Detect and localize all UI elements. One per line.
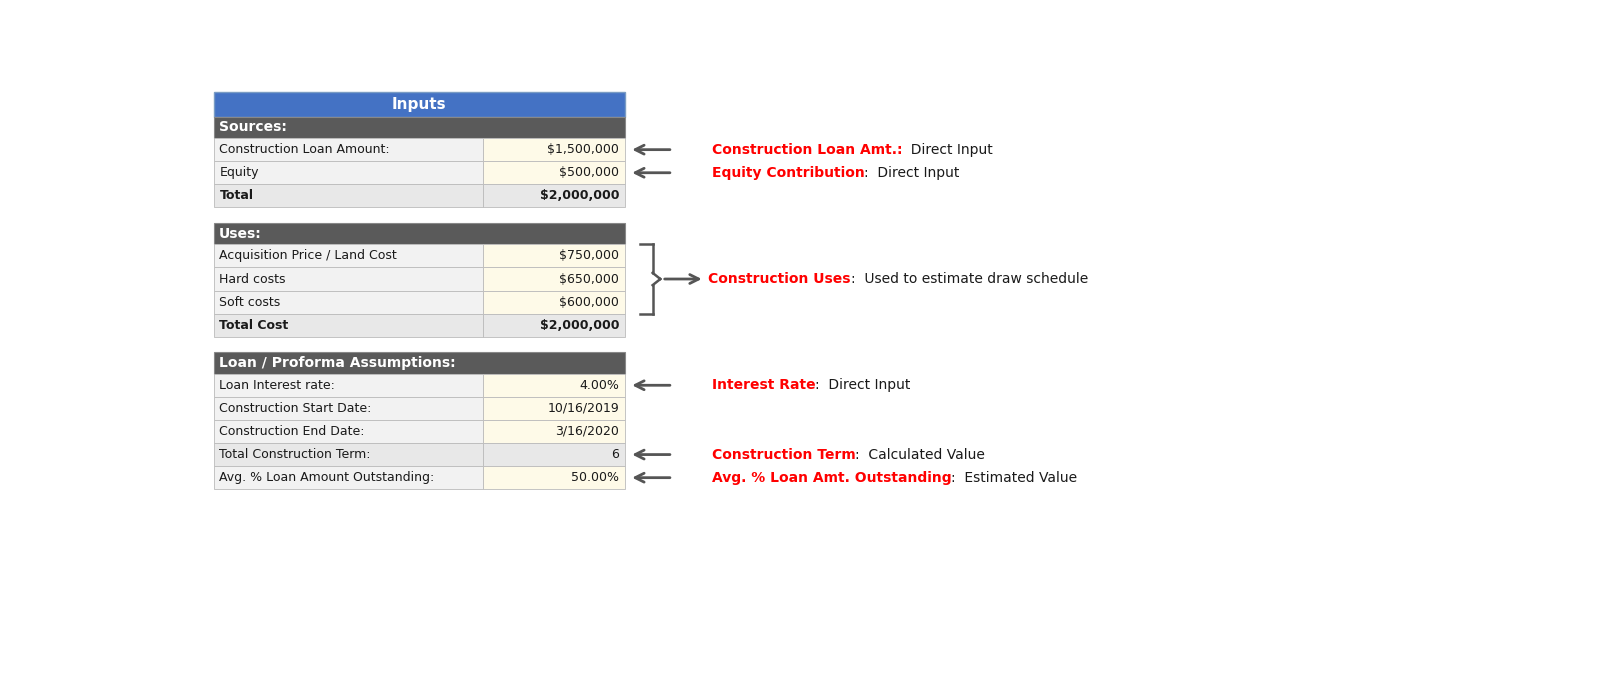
Text: Direct Input: Direct Input bbox=[902, 143, 992, 157]
Bar bbox=[214, 466, 483, 489]
Text: 10/16/2019: 10/16/2019 bbox=[547, 402, 619, 415]
Text: 50.00%: 50.00% bbox=[571, 471, 619, 484]
Text: Total Cost: Total Cost bbox=[219, 318, 288, 332]
Text: Construction Loan Amount:: Construction Loan Amount: bbox=[219, 143, 390, 156]
Text: Loan Interest rate:: Loan Interest rate: bbox=[219, 379, 336, 392]
Text: $750,000: $750,000 bbox=[560, 249, 619, 262]
Text: Total Construction Term:: Total Construction Term: bbox=[219, 448, 371, 461]
Bar bbox=[483, 420, 624, 443]
Text: Construction Loan Amt.:: Construction Loan Amt.: bbox=[712, 143, 902, 157]
Text: Construction Term: Construction Term bbox=[712, 448, 856, 462]
Bar bbox=[214, 223, 624, 244]
Bar bbox=[483, 314, 624, 337]
Bar bbox=[214, 374, 483, 397]
Bar bbox=[483, 161, 624, 185]
Text: Hard costs: Hard costs bbox=[219, 272, 286, 285]
Text: :  Direct Input: : Direct Input bbox=[864, 166, 960, 180]
Text: $650,000: $650,000 bbox=[560, 272, 619, 285]
Text: Interest Rate: Interest Rate bbox=[712, 379, 814, 392]
Text: Sources:: Sources: bbox=[219, 120, 286, 135]
Text: Total: Total bbox=[219, 189, 253, 202]
Bar bbox=[214, 244, 483, 268]
Text: 4.00%: 4.00% bbox=[579, 379, 619, 392]
Bar bbox=[483, 138, 624, 161]
Text: Uses:: Uses: bbox=[219, 226, 261, 241]
Bar bbox=[483, 443, 624, 466]
Bar bbox=[214, 138, 483, 161]
Bar bbox=[483, 268, 624, 291]
Text: :  Used to estimate draw schedule: : Used to estimate draw schedule bbox=[851, 272, 1088, 286]
Text: Equity: Equity bbox=[219, 166, 259, 179]
Bar bbox=[214, 352, 624, 374]
Text: Acquisition Price / Land Cost: Acquisition Price / Land Cost bbox=[219, 249, 397, 262]
Bar bbox=[483, 244, 624, 268]
Bar bbox=[483, 291, 624, 314]
Text: $600,000: $600,000 bbox=[560, 295, 619, 309]
Text: 3/16/2020: 3/16/2020 bbox=[555, 425, 619, 438]
Text: Construction Start Date:: Construction Start Date: bbox=[219, 402, 371, 415]
Text: $500,000: $500,000 bbox=[560, 166, 619, 179]
Bar bbox=[214, 268, 483, 291]
Text: Avg. % Loan Amt. Outstanding: Avg. % Loan Amt. Outstanding bbox=[712, 470, 950, 485]
Text: Inputs: Inputs bbox=[392, 97, 446, 112]
Bar bbox=[483, 466, 624, 489]
Bar bbox=[483, 374, 624, 397]
Text: :  Estimated Value: : Estimated Value bbox=[950, 470, 1077, 485]
Bar bbox=[483, 185, 624, 208]
Text: $1,500,000: $1,500,000 bbox=[547, 143, 619, 156]
Bar bbox=[214, 185, 483, 208]
Text: Avg. % Loan Amount Outstanding:: Avg. % Loan Amount Outstanding: bbox=[219, 471, 435, 484]
Bar bbox=[214, 420, 483, 443]
Text: Construction Uses: Construction Uses bbox=[709, 272, 851, 286]
Bar bbox=[214, 116, 624, 138]
Text: Loan / Proforma Assumptions:: Loan / Proforma Assumptions: bbox=[219, 356, 456, 370]
Text: Construction End Date:: Construction End Date: bbox=[219, 425, 365, 438]
Bar bbox=[214, 443, 483, 466]
Bar bbox=[214, 397, 483, 420]
Bar bbox=[214, 161, 483, 185]
Text: Soft costs: Soft costs bbox=[219, 295, 280, 309]
Text: :  Calculated Value: : Calculated Value bbox=[856, 448, 986, 462]
Bar bbox=[214, 291, 483, 314]
Text: :  Direct Input: : Direct Input bbox=[814, 379, 910, 392]
Bar bbox=[214, 92, 624, 116]
Text: $2,000,000: $2,000,000 bbox=[539, 189, 619, 202]
Text: $2,000,000: $2,000,000 bbox=[539, 318, 619, 332]
Text: 6: 6 bbox=[611, 448, 619, 461]
Text: Equity Contribution: Equity Contribution bbox=[712, 166, 864, 180]
Bar bbox=[214, 314, 483, 337]
Bar bbox=[483, 397, 624, 420]
